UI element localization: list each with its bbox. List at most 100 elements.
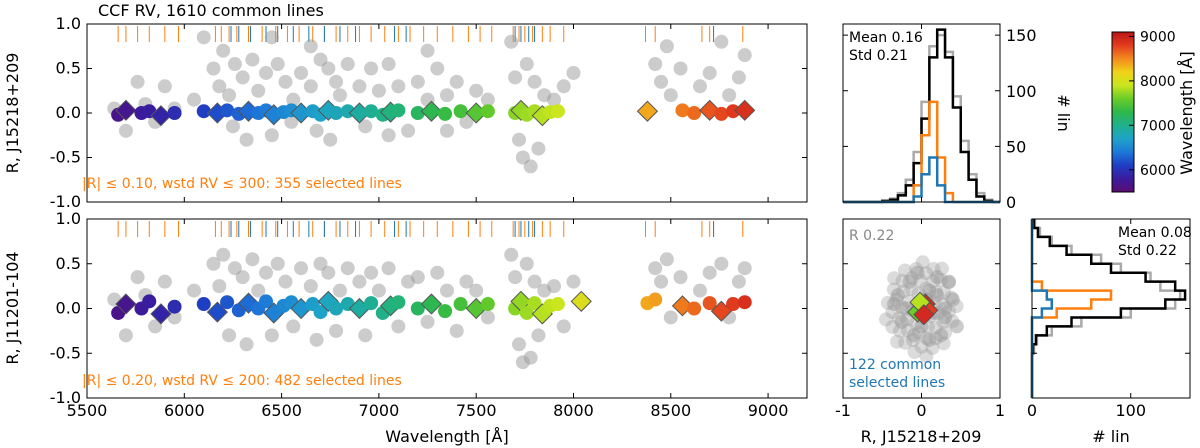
grey-point — [187, 283, 202, 298]
selected-point — [438, 304, 453, 319]
selected-point — [220, 103, 235, 118]
grey-point — [702, 265, 717, 280]
selected-diamond — [636, 100, 659, 122]
selected-point — [702, 296, 717, 311]
grey-point — [459, 114, 474, 129]
grey-point — [737, 261, 752, 276]
grey-point — [245, 252, 260, 267]
x-tick-label: 7000 — [359, 401, 400, 420]
grey-point — [401, 123, 416, 138]
grey-point — [371, 83, 386, 98]
grey-point — [894, 314, 909, 329]
correlation-xlabel: R, J15218+209 — [861, 427, 982, 446]
selected-point — [480, 297, 495, 312]
top-scatter-annotation: |R| ≤ 0.10, wstd RV ≤ 300: 355 selected … — [82, 176, 402, 192]
grey-point — [663, 310, 678, 325]
grey-point — [887, 297, 902, 312]
selected-point — [737, 295, 752, 310]
grey-point — [309, 332, 324, 347]
grey-point — [910, 265, 925, 280]
bottom-scatter-annotation: |R| ≤ 0.20, wstd RV ≤ 200: 482 selected … — [82, 373, 402, 389]
stats-line: Std 0.21 — [849, 48, 908, 64]
bottom-histogram-xlabel: # lin — [1092, 427, 1130, 446]
grey-point — [523, 350, 538, 365]
correlation-stats: R 0.22 — [849, 228, 894, 244]
stats-line: Mean 0.16 — [849, 30, 923, 46]
grey-point — [527, 274, 542, 289]
x-tick-label: 0 — [916, 401, 926, 420]
grey-point — [321, 61, 336, 76]
x-tick-label: 8500 — [650, 401, 691, 420]
grey-point — [118, 328, 133, 343]
top-histogram-ylabel: # lin — [1054, 94, 1073, 132]
grey-point — [286, 92, 301, 107]
grey-point — [722, 88, 737, 103]
selected-point — [550, 297, 565, 312]
y-tick-label: 100 — [1006, 82, 1037, 101]
top-scatter-panel: -1.0 -0.5 0.0 0.5 1.0 R, J15218+209 |R| ≤ 0.… — [3, 14, 808, 211]
grey-point — [731, 70, 746, 85]
selected-diamond — [150, 105, 172, 127]
grey-point — [659, 39, 674, 54]
grey-point — [410, 270, 425, 285]
grey-point — [440, 283, 454, 298]
selected-diamond — [290, 102, 312, 124]
grey-point — [919, 349, 934, 364]
selected-point — [167, 106, 182, 120]
grey-point — [930, 288, 945, 303]
x-tick-label: 6500 — [261, 401, 302, 420]
bottom-histogram-stats: Mean 0.08 Std 0.22 — [1118, 225, 1192, 259]
grey-point — [130, 74, 145, 89]
selected-point — [675, 103, 690, 118]
grey-point — [410, 74, 425, 89]
figure-title: CCF RV, 1610 common lines — [98, 1, 324, 20]
selected-point — [196, 104, 211, 119]
grey-point — [245, 52, 260, 67]
selected-point — [410, 301, 425, 316]
grey-point — [303, 279, 318, 294]
selected-diamond — [348, 102, 371, 124]
x-tick-label: 1 — [995, 401, 1005, 420]
selected-point — [329, 106, 344, 120]
y-tick-label: 0.0 — [56, 103, 81, 122]
grey-point — [358, 328, 373, 343]
grey-point — [206, 61, 221, 76]
y-tick-label: 0.5 — [56, 254, 81, 273]
grey-point — [547, 279, 562, 294]
selected-point — [364, 296, 379, 311]
grey-point — [118, 123, 133, 138]
grey-point — [212, 79, 227, 94]
selected-point — [196, 297, 211, 312]
bottom-scatter-ylabel: R, J11201-104 — [3, 251, 22, 364]
grey-point — [239, 132, 254, 147]
selected-point — [550, 104, 565, 119]
grey-point — [251, 283, 266, 298]
grey-point — [321, 265, 336, 280]
grey-point — [440, 88, 454, 103]
grey-point — [286, 319, 301, 334]
top-histogram-panel: 0 50 100 150 # lin Mean 0.16 Std 0.21 — [842, 23, 1073, 212]
grey-point — [480, 310, 495, 325]
grey-point — [130, 270, 145, 285]
y-tick-label: -1.0 — [50, 192, 81, 211]
grey-point — [887, 271, 902, 286]
grey-point — [673, 270, 688, 285]
grey-point — [663, 88, 678, 103]
selected-diamond — [671, 295, 694, 317]
grey-point — [364, 265, 379, 280]
grey-point — [897, 263, 912, 278]
selected-point — [364, 104, 379, 119]
grey-point — [278, 74, 293, 89]
grey-point — [235, 270, 250, 285]
x-tick-label: -1 — [835, 401, 851, 420]
grey-point — [222, 328, 237, 343]
y-tick-label: 0.0 — [56, 299, 81, 318]
grey-point — [922, 332, 937, 347]
selected-point — [527, 296, 542, 311]
grey-point — [371, 283, 386, 298]
selected-point — [453, 297, 468, 312]
selected-point — [391, 295, 406, 310]
grey-point — [519, 256, 534, 271]
grey-point — [235, 70, 250, 85]
